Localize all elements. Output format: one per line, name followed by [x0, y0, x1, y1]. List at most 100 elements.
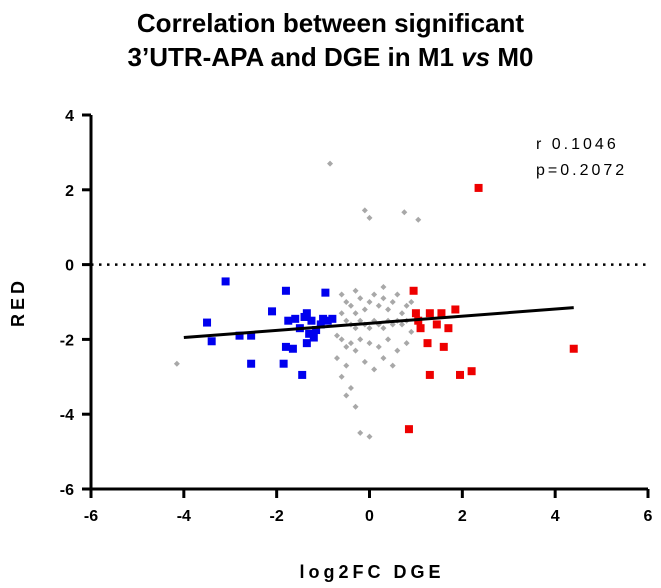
red-point [404, 425, 413, 434]
blue-point [305, 329, 314, 338]
red-point [474, 183, 483, 192]
red-point [451, 305, 460, 314]
y-tick-label: 0 [65, 258, 74, 275]
chart-title-line-1: Correlation between significant [136, 8, 525, 38]
gray-point [352, 310, 359, 317]
blue-point [281, 286, 290, 295]
red-point [437, 309, 446, 318]
gray-point [380, 355, 387, 362]
gray-point [347, 302, 354, 309]
gray-point [371, 291, 378, 298]
title-part-vs: vs [461, 42, 491, 72]
blue-point [302, 309, 311, 318]
gray-point [366, 214, 373, 221]
x-tick-label: 6 [644, 508, 653, 525]
gray-point [343, 317, 350, 324]
blue-point [247, 359, 256, 368]
gray-point [375, 302, 382, 309]
gray-point [380, 284, 387, 291]
gray-point [327, 160, 334, 167]
gray-point [408, 328, 415, 335]
blue-point [207, 337, 216, 346]
blue-point [268, 307, 277, 316]
x-tick-label: -4 [177, 508, 191, 525]
blue-point [316, 320, 325, 329]
gray-point [385, 306, 392, 313]
red-point [423, 339, 432, 348]
blue-point [298, 370, 307, 379]
red-point [569, 344, 578, 353]
blue-point [284, 316, 293, 325]
blue-point [312, 326, 321, 335]
gray-point [357, 336, 364, 343]
gray-point [173, 360, 180, 367]
y-tick-label: -2 [60, 332, 74, 349]
blue-point [291, 314, 300, 323]
x-tick-label: -6 [84, 508, 98, 525]
blue-point [288, 344, 297, 353]
gray-point [361, 207, 368, 214]
gray-point [352, 287, 359, 294]
gray-point [338, 310, 345, 317]
x-tick-label: 4 [551, 508, 560, 525]
y-axis-title: RED [8, 277, 28, 327]
x-axis-title: log2FC DGE [299, 562, 444, 582]
gray-point [366, 433, 373, 440]
gray-point [357, 295, 364, 302]
blue-point [323, 316, 332, 325]
chart-title-line-2: 3’UTR-APA and DGE in M1 vs M0 [0, 40, 661, 74]
y-tick-label: -6 [60, 482, 74, 499]
gray-point [338, 291, 345, 298]
annotation-r: r 0.1046 [536, 136, 619, 153]
gray-point [398, 310, 405, 317]
blue-point [309, 333, 318, 342]
blue-point [328, 314, 337, 323]
gray-point [403, 340, 410, 347]
regression-line [183, 306, 574, 340]
red-point [439, 342, 448, 351]
gray-point [394, 347, 401, 354]
y-tick-label: -4 [60, 407, 74, 424]
gray-point [343, 392, 350, 399]
gray-point [403, 302, 410, 309]
gray-point [375, 343, 382, 350]
annotation-p: p=0.2072 [536, 162, 627, 179]
gray-point [343, 362, 350, 369]
gray-point [352, 325, 359, 332]
gray-point [415, 216, 422, 223]
red-point [416, 324, 425, 333]
x-tick-label: 2 [458, 508, 467, 525]
blue-point [281, 342, 290, 351]
gray-point [398, 321, 405, 328]
blue-point [307, 316, 316, 325]
red-point [425, 309, 434, 318]
gray-point [352, 403, 359, 410]
x-tick-label: 0 [365, 508, 374, 525]
gray-point [366, 325, 373, 332]
gray-point [357, 429, 364, 436]
x-tick-label: -2 [270, 508, 284, 525]
gray-point [334, 332, 341, 339]
y-tick-label: 2 [65, 183, 74, 200]
gray-point [389, 362, 396, 369]
gray-point [361, 306, 368, 313]
gray-point [389, 299, 396, 305]
blue-point [302, 339, 311, 348]
gray-point [394, 291, 401, 298]
red-point [444, 324, 453, 333]
red-point [409, 286, 418, 295]
gray-point [352, 347, 359, 354]
gray-point [343, 343, 350, 350]
gray-point [408, 299, 415, 305]
title-part-b: M0 [490, 42, 534, 72]
red-point [411, 309, 420, 318]
gray-point [338, 336, 345, 343]
gray-point [366, 299, 373, 305]
gray-point [338, 373, 345, 380]
blue-point [279, 359, 288, 368]
gray-point [361, 358, 368, 365]
blue-point [321, 288, 330, 297]
red-point [456, 370, 465, 379]
gray-point [380, 295, 387, 302]
